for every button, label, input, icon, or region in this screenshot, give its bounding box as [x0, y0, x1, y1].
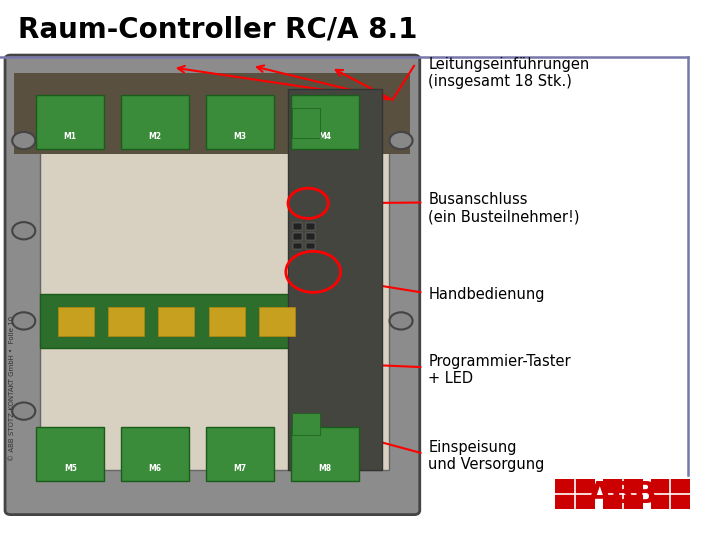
Text: M1: M1: [63, 132, 77, 141]
FancyBboxPatch shape: [36, 94, 104, 149]
FancyBboxPatch shape: [292, 108, 320, 138]
FancyBboxPatch shape: [206, 94, 274, 149]
FancyBboxPatch shape: [40, 89, 389, 470]
FancyBboxPatch shape: [209, 307, 245, 336]
FancyBboxPatch shape: [288, 89, 382, 470]
Circle shape: [12, 402, 35, 420]
FancyBboxPatch shape: [306, 224, 315, 230]
Circle shape: [12, 312, 35, 329]
Text: M5: M5: [64, 464, 76, 473]
Text: © ABB STOTZ-KONTAKT GmbH •  Folie 10: © ABB STOTZ-KONTAKT GmbH • Folie 10: [9, 316, 14, 461]
Text: Programmier-Taster
+ LED: Programmier-Taster + LED: [428, 354, 571, 386]
Circle shape: [12, 222, 35, 239]
FancyBboxPatch shape: [293, 233, 302, 240]
FancyBboxPatch shape: [556, 480, 595, 509]
Text: M4: M4: [318, 132, 332, 141]
Circle shape: [12, 132, 35, 149]
FancyBboxPatch shape: [5, 55, 420, 515]
Text: Einspeisung
und Versorgung: Einspeisung und Versorgung: [428, 440, 545, 472]
Text: Busanschluss
(ein Busteilnehmer!): Busanschluss (ein Busteilnehmer!): [428, 192, 580, 224]
Text: Handbedienung: Handbedienung: [428, 287, 545, 302]
FancyBboxPatch shape: [293, 243, 302, 249]
Text: Der Innenaufbau: Der Innenaufbau: [18, 79, 228, 99]
FancyBboxPatch shape: [36, 427, 104, 481]
Text: M7: M7: [233, 464, 247, 473]
FancyBboxPatch shape: [306, 243, 315, 249]
FancyBboxPatch shape: [292, 413, 320, 435]
Text: ABB: ABB: [588, 480, 658, 509]
FancyBboxPatch shape: [40, 294, 310, 348]
FancyBboxPatch shape: [651, 480, 690, 509]
FancyBboxPatch shape: [58, 307, 94, 336]
FancyBboxPatch shape: [259, 307, 295, 336]
FancyBboxPatch shape: [291, 427, 359, 481]
FancyBboxPatch shape: [121, 94, 189, 149]
FancyBboxPatch shape: [291, 94, 359, 149]
Circle shape: [390, 132, 413, 149]
Text: Leitungseinführungen
(insgesamt 18 Stk.): Leitungseinführungen (insgesamt 18 Stk.): [428, 57, 590, 89]
FancyBboxPatch shape: [306, 233, 315, 240]
Text: M3: M3: [233, 132, 247, 141]
FancyBboxPatch shape: [121, 427, 189, 481]
FancyBboxPatch shape: [158, 307, 194, 336]
FancyBboxPatch shape: [108, 307, 144, 336]
Text: M8: M8: [318, 464, 332, 473]
Text: Raum-Controller RC/A 8.1: Raum-Controller RC/A 8.1: [18, 16, 418, 44]
Circle shape: [390, 312, 413, 329]
Text: M6: M6: [148, 464, 162, 473]
FancyBboxPatch shape: [293, 224, 302, 230]
FancyBboxPatch shape: [14, 73, 410, 154]
FancyBboxPatch shape: [206, 427, 274, 481]
FancyBboxPatch shape: [603, 480, 643, 509]
Text: M2: M2: [148, 132, 162, 141]
